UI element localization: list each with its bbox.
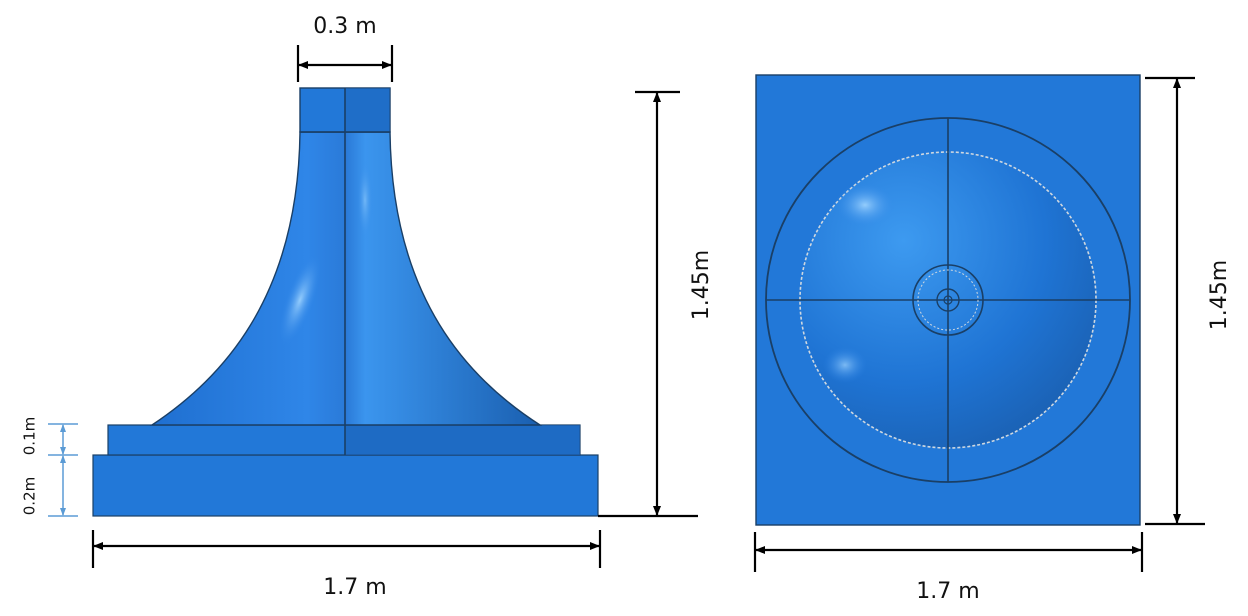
dimension-label: 1.45m bbox=[1207, 260, 1232, 330]
top-view: 1.45m 1.7 m bbox=[753, 74, 1232, 604]
neck-ring bbox=[917, 269, 979, 331]
highlight bbox=[278, 254, 322, 346]
band-shade bbox=[345, 425, 580, 455]
highlight bbox=[835, 183, 895, 227]
neck-shade bbox=[345, 88, 390, 132]
dimension-label: 0.1m bbox=[21, 417, 39, 455]
dimension-label: 0.2m bbox=[21, 477, 39, 515]
dimension-label: 1.7 m bbox=[323, 575, 386, 600]
dimension-label: 1.45m bbox=[689, 250, 714, 320]
hole bbox=[936, 288, 960, 312]
small-dimensions bbox=[48, 423, 78, 517]
highlight bbox=[823, 347, 867, 383]
neck-ring bbox=[912, 264, 984, 336]
dimension-label: 0.3 m bbox=[313, 14, 376, 39]
base bbox=[92, 454, 599, 517]
hole bbox=[943, 295, 953, 305]
highlight bbox=[357, 160, 373, 240]
side-view: 0.3 m 1.45m 0.1m 0.2m 1.7 m bbox=[21, 14, 715, 600]
flare bbox=[149, 131, 543, 426]
dimension-label: 1.7 m bbox=[916, 579, 979, 604]
